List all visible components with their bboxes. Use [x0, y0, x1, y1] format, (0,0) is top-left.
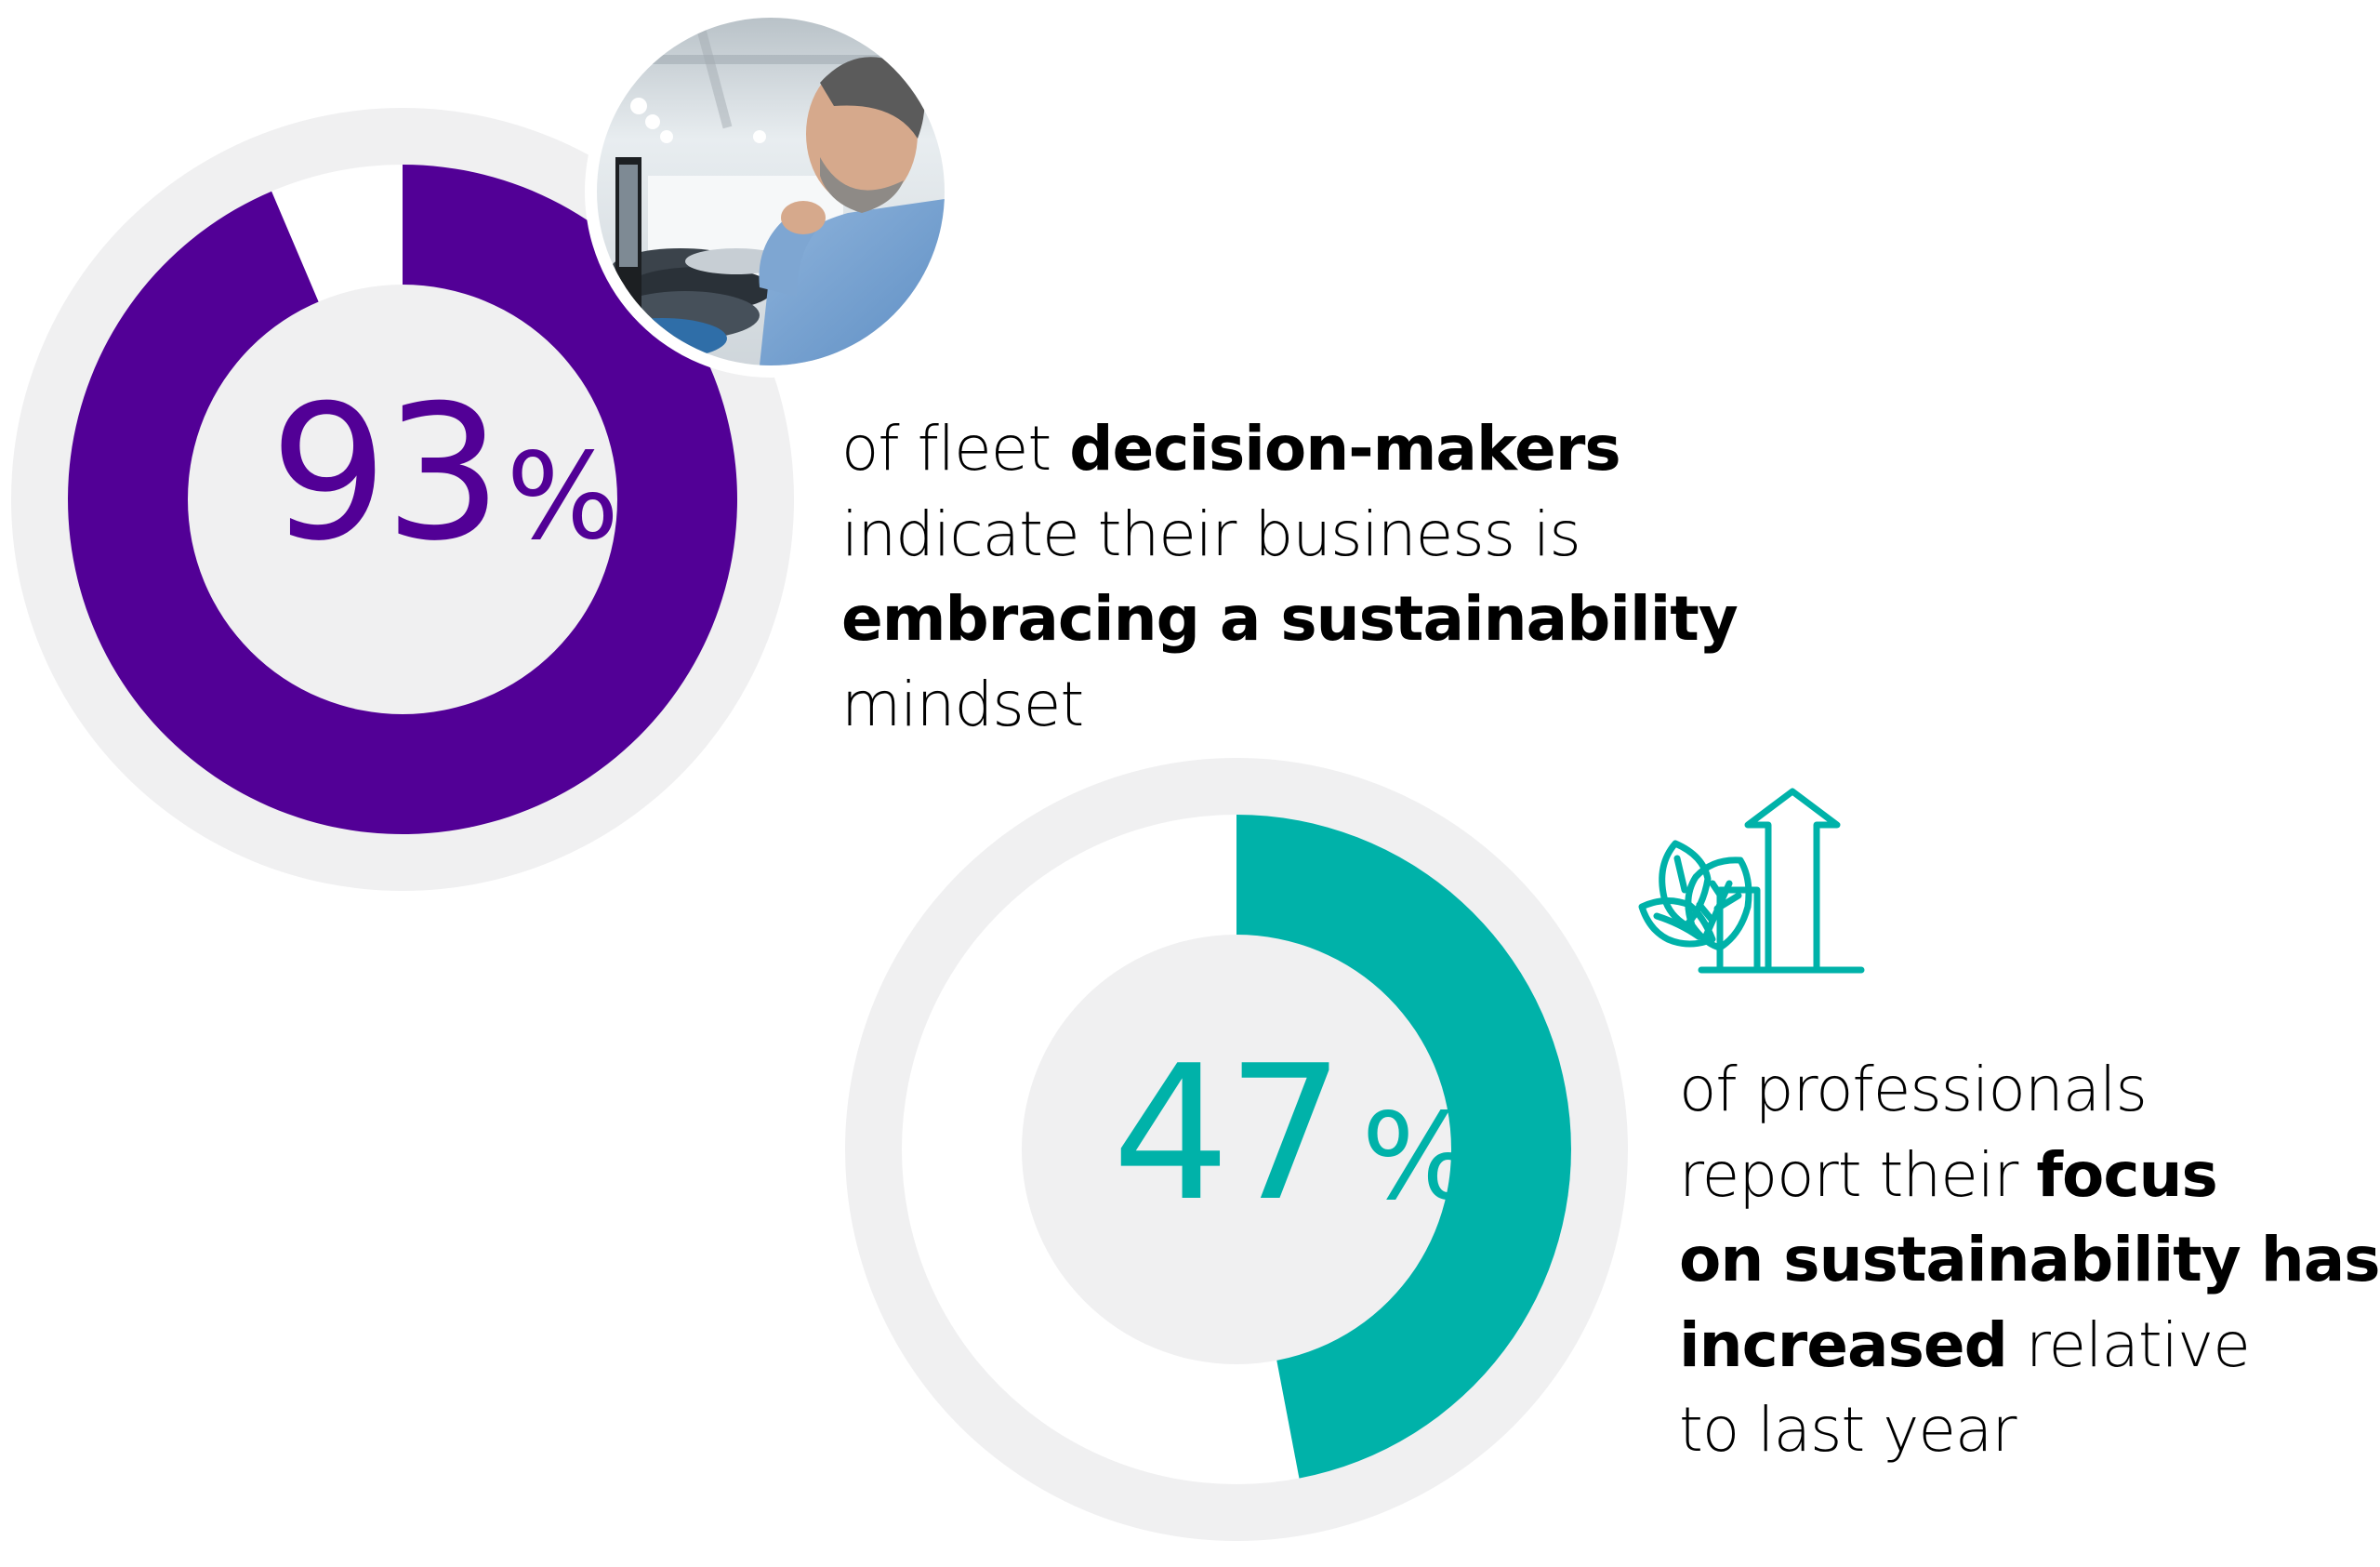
stat-47-percent: %	[1361, 1088, 1475, 1227]
caption-text: to last year	[1679, 1394, 2017, 1466]
donut-93-center	[188, 285, 617, 714]
caption-text: indicate their business is	[841, 498, 1581, 570]
caption-emphasis: increased	[1679, 1308, 2008, 1381]
stat-93-percent: %	[506, 428, 620, 566]
stat-93-caption-line: mindset	[841, 662, 1738, 748]
stat-93-caption-line: indicate their business is	[841, 492, 1738, 578]
stat-93-number: 93	[270, 365, 502, 582]
caption-text: report their	[1679, 1138, 2037, 1211]
donut-47-center	[1022, 935, 1451, 1364]
stat-47-number: 47	[1112, 1026, 1344, 1242]
stat-47-caption-line: of professionals	[1679, 1047, 2380, 1133]
stat-93-caption: of fleet decision-makers indicate their b…	[841, 406, 1739, 748]
man-in-car-showroom-photo	[597, 18, 945, 365]
stat-47-value: 47%	[1112, 1042, 1474, 1228]
stat-47-caption-line: on sustainability has	[1679, 1217, 2380, 1303]
caption-text: of fleet	[841, 413, 1070, 485]
stat-47-caption: of professionals report their focus on sus…	[1679, 1047, 2380, 1473]
caption-text: mindset	[841, 668, 1084, 740]
stat-93-value: 93%	[270, 381, 619, 567]
caption-emphasis: on sustainability has	[1679, 1224, 2380, 1295]
caption-emphasis: focus	[2036, 1138, 2217, 1211]
stat-47-caption-line: report their focus	[1679, 1133, 2380, 1218]
stat-47-caption-line: increased relative	[1679, 1303, 2380, 1388]
caption-text: relative	[2006, 1308, 2251, 1381]
stat-93-caption-line: embracing a sustainability	[841, 577, 1739, 662]
caption-text: of professionals	[1679, 1054, 2148, 1125]
stat-93-caption-line: of fleet decision-makers	[841, 406, 1738, 492]
caption-emphasis: decision-makers	[1069, 413, 1620, 485]
caption-emphasis: embracing a sustainability	[841, 583, 1739, 655]
leaves-growth-chart-icon	[1638, 788, 1865, 974]
stat-47-caption-line: to last year	[1679, 1388, 2380, 1473]
